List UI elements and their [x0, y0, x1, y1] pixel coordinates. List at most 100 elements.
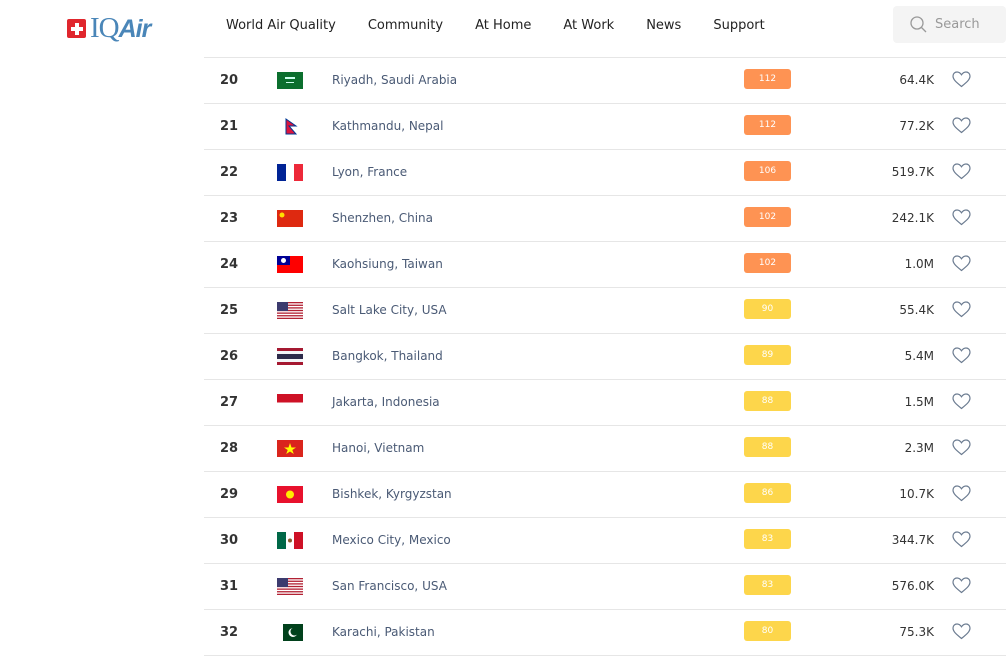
rank: 25: [220, 303, 239, 318]
city-link[interactable]: San Francisco, USA: [332, 579, 447, 593]
followers-count: 2.3M: [904, 441, 934, 455]
table-row: 25 Salt Lake City, USA 90 55.4K: [204, 287, 1006, 333]
nav-world-air-quality[interactable]: World Air Quality: [226, 18, 336, 33]
heart-icon[interactable]: [952, 393, 971, 410]
table-row: 24 Kaohsiung, Taiwan 102 1.0M: [204, 241, 1006, 287]
followers-count: 75.3K: [899, 625, 934, 639]
heart-icon[interactable]: [952, 531, 971, 548]
followers-count: 576.0K: [891, 579, 934, 593]
city-link[interactable]: Shenzhen, China: [332, 211, 434, 225]
followers-count: 55.4K: [899, 303, 934, 317]
aqi-badge: 83: [744, 575, 791, 595]
search-icon: [910, 16, 927, 33]
iqair-logo[interactable]: IQAir: [67, 12, 151, 45]
rank: 27: [220, 395, 239, 410]
followers-count: 77.2K: [899, 119, 934, 133]
table-row: 21 Kathmandu, Nepal 112 77.2K: [204, 103, 1006, 149]
main-nav: World Air Quality Community At Home At W…: [226, 18, 765, 33]
aqi-badge: 102: [744, 253, 791, 273]
aqi-badge: 102: [744, 207, 791, 227]
heart-icon[interactable]: [952, 71, 971, 88]
city-link[interactable]: Lyon, France: [332, 165, 408, 179]
aqi-badge: 88: [744, 437, 791, 457]
aqi-badge: 86: [744, 483, 791, 503]
aqi-badge: 83: [744, 529, 791, 549]
city-link[interactable]: Karachi, Pakistan: [332, 625, 435, 639]
thailand-flag-icon: [277, 348, 303, 365]
city-link[interactable]: Mexico City, Mexico: [332, 533, 451, 547]
heart-icon[interactable]: [952, 255, 971, 272]
table-row: 31 San Francisco, USA 83 576.0K: [204, 563, 1006, 609]
aqi-badge: 90: [744, 299, 791, 319]
table-row: 27 Jakarta, Indonesia 88 1.5M: [204, 379, 1006, 425]
nepal-flag-icon: [285, 118, 298, 135]
rank: 23: [220, 211, 239, 226]
table-row: 22 Lyon, France 106 519.7K: [204, 149, 1006, 195]
city-link[interactable]: Hanoi, Vietnam: [332, 441, 425, 455]
city-link[interactable]: Bishkek, Kyrgyzstan: [332, 487, 452, 501]
rank: 31: [220, 579, 239, 594]
indonesia-flag-icon: [277, 394, 303, 411]
rank: 28: [220, 441, 239, 456]
city-link[interactable]: Bangkok, Thailand: [332, 349, 443, 363]
kyrgyzstan-flag-icon: [277, 486, 303, 503]
usa-flag-icon: [277, 302, 303, 319]
city-link[interactable]: Riyadh, Saudi Arabia: [332, 73, 458, 87]
table-row: 20 Riyadh, Saudi Arabia 112 64.4K: [204, 57, 1006, 103]
nav-news[interactable]: News: [646, 18, 682, 33]
usa-flag-icon: [277, 578, 303, 595]
heart-icon[interactable]: [952, 301, 971, 318]
heart-icon[interactable]: [952, 163, 971, 180]
rank: 21: [220, 119, 239, 134]
city-link[interactable]: Kaohsiung, Taiwan: [332, 257, 443, 271]
nav-at-work[interactable]: At Work: [563, 18, 615, 33]
followers-count: 1.5M: [904, 395, 934, 409]
table-row: 32 Karachi, Pakistan 80 75.3K: [204, 609, 1006, 656]
search-input[interactable]: Search: [893, 6, 1006, 43]
aqi-badge: 88: [744, 391, 791, 411]
rank: 29: [220, 487, 239, 502]
heart-icon[interactable]: [952, 209, 971, 226]
rank: 30: [220, 533, 239, 548]
heart-icon[interactable]: [952, 623, 971, 640]
nav-support[interactable]: Support: [713, 18, 765, 33]
rank: 20: [220, 73, 239, 88]
pakistan-flag-icon: [277, 624, 303, 641]
nav-at-home[interactable]: At Home: [475, 18, 532, 33]
heart-icon[interactable]: [952, 117, 971, 134]
city-link[interactable]: Jakarta, Indonesia: [332, 395, 440, 409]
followers-count: 242.1K: [891, 211, 934, 225]
swiss-flag-icon: [67, 19, 86, 38]
table-row: 28 Hanoi, Vietnam 88 2.3M: [204, 425, 1006, 471]
aqi-badge: 112: [744, 115, 791, 135]
search-placeholder: Search: [935, 17, 980, 32]
aqi-badge: 112: [744, 69, 791, 89]
rank: 24: [220, 257, 239, 272]
followers-count: 10.7K: [899, 487, 934, 501]
logo-text: IQAir: [90, 12, 151, 44]
heart-icon[interactable]: [952, 439, 971, 456]
heart-icon[interactable]: [952, 577, 971, 594]
heart-icon[interactable]: [952, 485, 971, 502]
rank: 26: [220, 349, 239, 364]
aqi-badge: 80: [744, 621, 791, 641]
vietnam-flag-icon: [277, 440, 303, 457]
followers-count: 64.4K: [899, 73, 934, 87]
nav-community[interactable]: Community: [367, 18, 444, 33]
followers-count: 344.7K: [891, 533, 934, 547]
saudi-arabia-flag-icon: [277, 72, 303, 89]
taiwan-flag-icon: [277, 256, 303, 273]
followers-count: 5.4M: [904, 349, 934, 363]
table-row: 29 Bishkek, Kyrgyzstan 86 10.7K: [204, 471, 1006, 517]
france-flag-icon: [277, 164, 303, 181]
table-row: 23 Shenzhen, China 102 242.1K: [204, 195, 1006, 241]
china-flag-icon: [277, 210, 303, 227]
rank: 32: [220, 625, 239, 640]
rank: 22: [220, 165, 239, 180]
city-link[interactable]: Salt Lake City, USA: [332, 303, 447, 317]
city-link[interactable]: Kathmandu, Nepal: [332, 119, 444, 133]
table-row: 26 Bangkok, Thailand 89 5.4M: [204, 333, 1006, 379]
followers-count: 519.7K: [891, 165, 934, 179]
mexico-flag-icon: [277, 532, 303, 549]
heart-icon[interactable]: [952, 347, 971, 364]
